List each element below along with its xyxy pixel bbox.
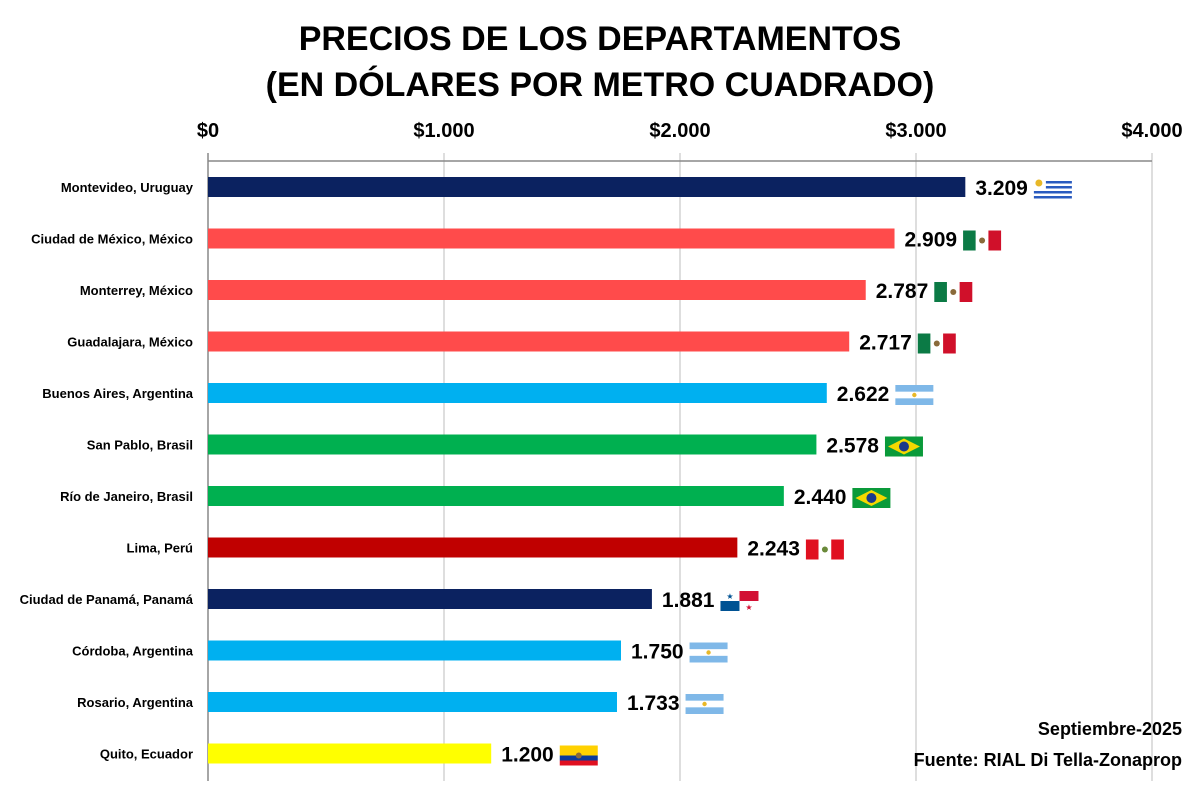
data-label: 2.622 [837, 383, 890, 406]
bar [208, 640, 621, 661]
bar-row: Guadalajara, México 2.717 [67, 331, 956, 355]
bar-row: Lima, Perú 2.243 [127, 537, 844, 561]
bar-row: Montevideo, Uruguay 3.209 [61, 177, 1072, 200]
ecuador-flag-icon [559, 745, 598, 766]
data-label: 2.787 [876, 280, 929, 303]
bar [208, 589, 652, 609]
category-label: Rosario, Argentina [77, 695, 194, 710]
brazil-flag-icon [852, 488, 891, 508]
category-label: Río de Janeiro, Brasil [60, 489, 193, 504]
bar [208, 486, 784, 506]
svg-text:★: ★ [726, 592, 733, 601]
data-label: 2.440 [794, 486, 847, 509]
bar-row: Quito, Ecuador 1.200 [100, 743, 598, 767]
date-annotation: Septiembre-2025 [1038, 719, 1182, 739]
bar [208, 383, 827, 403]
argentina-flag-icon [685, 694, 724, 714]
bar [208, 743, 492, 764]
svg-text:★: ★ [745, 603, 752, 612]
data-label: 3.209 [975, 177, 1028, 200]
category-label: Guadalajara, México [67, 335, 193, 350]
category-label: Córdoba, Argentina [72, 644, 194, 659]
bar-row: Rosario, Argentina 1.733 [77, 692, 724, 715]
chart-subtitle: (EN DÓLARES POR METRO CUADRADO) [266, 66, 935, 104]
data-label: 2.578 [826, 435, 879, 458]
data-label: 2.909 [905, 229, 958, 252]
peru-flag-icon [805, 539, 844, 560]
bar-row: Ciudad de México, México 2.909 [31, 228, 1002, 252]
category-label: San Pablo, Brasil [87, 438, 193, 453]
bar [208, 331, 850, 352]
chart-title: PRECIOS DE LOS DEPARTAMENTOS [299, 20, 902, 58]
argentina-flag-icon [895, 385, 934, 405]
category-label: Monterrey, México [80, 283, 193, 298]
mexico-flag-icon [917, 333, 956, 354]
bar [208, 177, 966, 197]
category-label: Lima, Perú [127, 541, 194, 556]
data-label: 1.200 [501, 744, 554, 767]
bar [208, 228, 895, 249]
source-annotation: Fuente: RIAL Di Tella-Zonaprop [914, 750, 1182, 770]
bar-row: San Pablo, Brasil 2.578 [87, 434, 923, 458]
bar-row: Ciudad de Panamá, Panamá 1.881 ★★ [20, 589, 759, 612]
data-label: 1.750 [631, 641, 684, 664]
data-label: 2.717 [859, 332, 912, 355]
data-label: 1.881 [662, 589, 715, 612]
mexico-flag-icon [963, 230, 1002, 251]
bar-row: Córdoba, Argentina 1.750 [72, 640, 728, 664]
bar [208, 280, 866, 300]
category-label: Quito, Ecuador [100, 747, 193, 762]
category-label: Montevideo, Uruguay [61, 180, 194, 195]
category-label: Ciudad de Panamá, Panamá [20, 592, 194, 607]
panama-flag-icon: ★★ [720, 591, 759, 612]
x-tick-label: $3.000 [885, 120, 946, 142]
bar-row: Buenos Aires, Argentina 2.622 [42, 383, 934, 406]
x-tick-label: $4.000 [1121, 120, 1182, 142]
category-label: Buenos Aires, Argentina [42, 386, 194, 401]
brazil-flag-icon [884, 436, 923, 457]
x-tick-label: $2.000 [649, 120, 710, 142]
category-label: Ciudad de México, México [31, 232, 193, 247]
bar [208, 537, 738, 558]
bar [208, 434, 817, 455]
data-label: 2.243 [747, 538, 800, 561]
bar [208, 692, 617, 712]
argentina-flag-icon [689, 642, 728, 663]
data-label: 1.733 [627, 692, 680, 715]
x-tick-label: $0 [197, 120, 219, 142]
uruguay-flag-icon [1033, 179, 1072, 199]
bar-row: Monterrey, México 2.787 [80, 280, 973, 303]
bar-row: Río de Janeiro, Brasil 2.440 [60, 486, 891, 509]
mexico-flag-icon [934, 282, 973, 302]
x-tick-label: $1.000 [413, 120, 474, 142]
